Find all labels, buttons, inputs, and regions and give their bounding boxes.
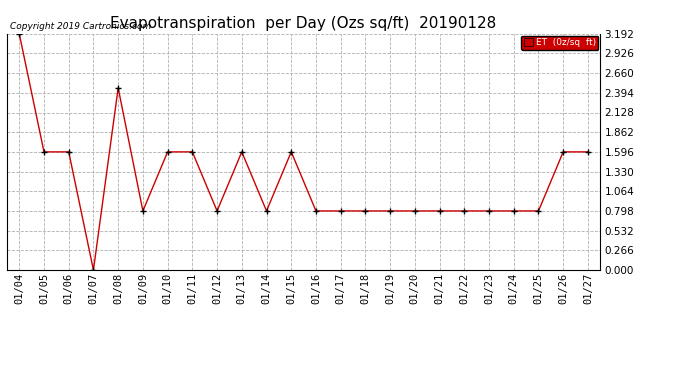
Legend: ET  (0z/sq  ft): ET (0z/sq ft): [521, 36, 598, 50]
Text: Copyright 2019 Cartronics.com: Copyright 2019 Cartronics.com: [10, 22, 151, 32]
Title: Evapotranspiration  per Day (Ozs sq/ft)  20190128: Evapotranspiration per Day (Ozs sq/ft) 2…: [110, 16, 497, 31]
